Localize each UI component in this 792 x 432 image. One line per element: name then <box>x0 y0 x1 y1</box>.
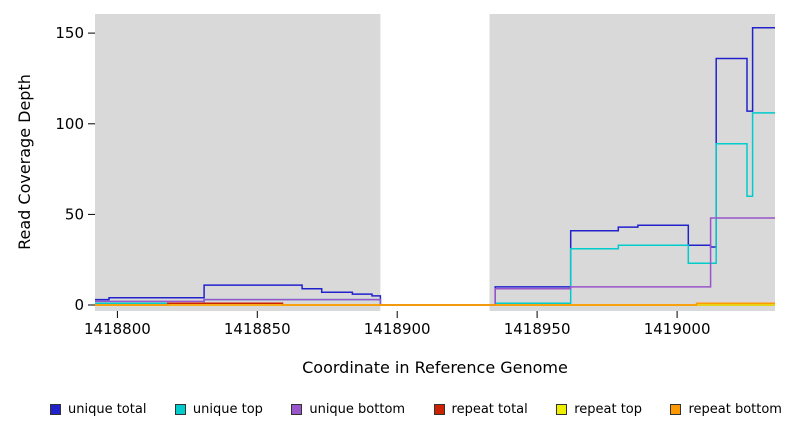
legend-swatch-unique-total <box>50 403 61 415</box>
x-axis-label: Coordinate in Reference Genome <box>302 358 568 377</box>
legend-label: repeat bottom <box>688 401 782 417</box>
y-axis-label: Read Coverage Depth <box>15 74 34 250</box>
x-tick-label: 1418950 <box>504 320 571 338</box>
x-tick-label: 1418900 <box>364 320 431 338</box>
y-tick-label: 50 <box>65 205 84 223</box>
legend-swatch-repeat-bottom <box>670 403 682 415</box>
y-tick-label: 150 <box>55 24 84 42</box>
legend-label: unique total <box>68 401 147 417</box>
legend-swatch-unique-top <box>174 403 186 415</box>
legend-label: unique bottom <box>309 401 406 417</box>
legend: unique total unique top unique bottom repea… <box>50 398 782 420</box>
coverage-gap-band <box>380 14 490 311</box>
legend-label: repeat top <box>574 401 642 417</box>
plot-area: 0 50 100 150 1418800 1418850 1418900 1418950 141… <box>55 14 775 338</box>
legend-swatch-repeat-total <box>433 403 445 415</box>
x-tick-label: 1419000 <box>644 320 711 338</box>
legend-label: unique top <box>192 401 263 417</box>
series-line-repeat-bottom <box>95 302 775 306</box>
legend-item-unique-total: unique total <box>50 402 146 417</box>
legend-swatch-repeat-top <box>556 403 568 415</box>
legend-item-repeat-bottom: repeat bottom <box>670 402 782 417</box>
legend-item-repeat-top: repeat top <box>556 402 642 417</box>
legend-item-repeat-total: repeat total <box>433 401 528 417</box>
legend-swatch-unique-bottom <box>291 403 303 415</box>
legend-item-unique-top: unique top <box>174 401 263 417</box>
x-tick-label: 1418800 <box>84 320 151 338</box>
x-tick-label: 1418850 <box>224 320 291 338</box>
y-tick-label: 100 <box>55 115 84 133</box>
series-line-unique-bottom <box>95 217 775 306</box>
y-tick-label: 0 <box>74 296 84 314</box>
legend-item-unique-bottom: unique bottom <box>291 402 405 417</box>
legend-label: repeat total <box>451 401 528 417</box>
